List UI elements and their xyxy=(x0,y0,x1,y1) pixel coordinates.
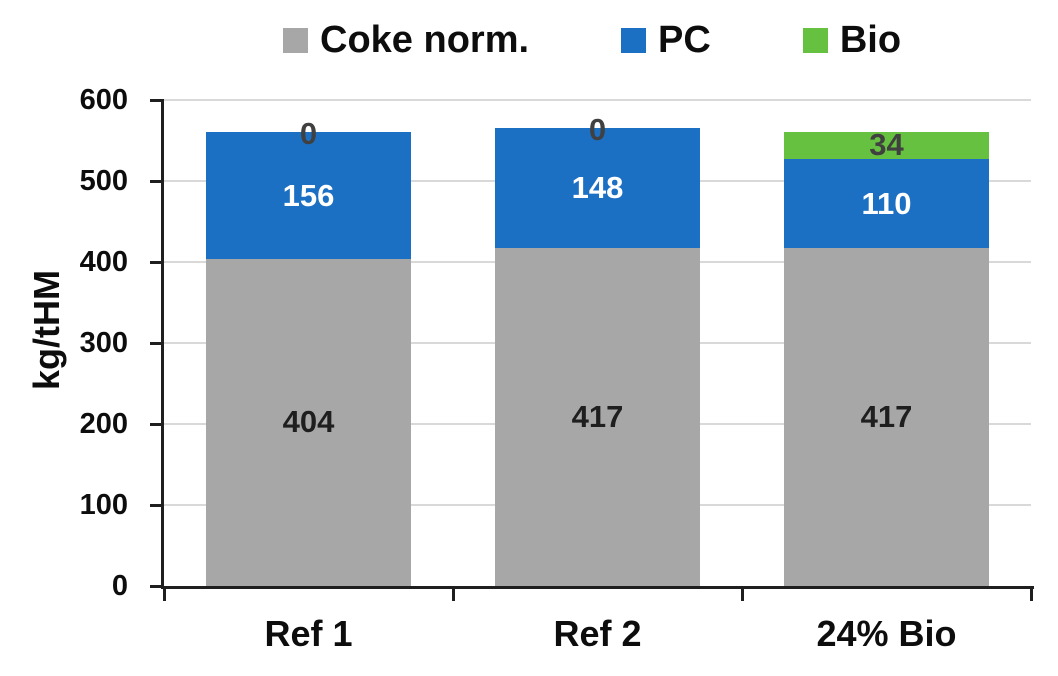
y-axis-tick-label: 200 xyxy=(79,408,128,440)
y-axis-tick-label: 300 xyxy=(79,327,128,359)
x-axis-tick xyxy=(162,586,166,601)
legend-label: Coke norm. xyxy=(320,19,530,61)
legend-label: Bio xyxy=(839,19,902,61)
bar-segment xyxy=(206,258,411,586)
legend-item: PC xyxy=(621,18,711,62)
bar-segment xyxy=(495,128,700,249)
gridline xyxy=(164,99,1031,101)
bar-value-label: 404 xyxy=(282,404,335,440)
bar-value-label: 110 xyxy=(861,185,912,221)
bar-segment xyxy=(206,132,411,259)
bar-segment xyxy=(784,159,989,249)
bar-value-label: 34 xyxy=(869,127,904,163)
y-axis-tick xyxy=(150,99,164,102)
y-axis-tick xyxy=(150,342,164,345)
x-axis-category-label: Ref 2 xyxy=(553,613,642,654)
x-axis-tick xyxy=(1029,586,1033,601)
bar-value-label-zero: 0 xyxy=(299,116,318,152)
legend-swatch-icon xyxy=(802,27,828,53)
legend-label: PC xyxy=(658,19,711,61)
y-axis-tick xyxy=(150,585,164,588)
legend-swatch-icon xyxy=(283,27,308,53)
legend-item: Coke norm. xyxy=(283,18,529,62)
bar-value-label: 148 xyxy=(571,170,624,206)
y-axis-tick-label: 0 xyxy=(111,570,128,602)
y-axis-tick xyxy=(150,261,164,264)
y-axis-tick xyxy=(150,180,164,183)
legend-item: Bio xyxy=(802,18,902,62)
y-axis-tick-label: 100 xyxy=(79,489,128,521)
bar-value-label: 417 xyxy=(571,399,624,435)
legend-swatch-icon xyxy=(621,27,647,53)
y-axis-tick xyxy=(150,423,164,426)
bar-value-label: 417 xyxy=(860,399,913,435)
bar-value-label: 156 xyxy=(282,177,335,213)
y-axis-tick-label: 500 xyxy=(79,165,128,197)
bar-value-label-zero: 0 xyxy=(588,112,607,148)
y-axis-tick-label: 600 xyxy=(79,84,128,116)
y-axis-tick xyxy=(150,504,164,507)
bar-segment xyxy=(495,248,700,586)
bar-segment xyxy=(784,131,989,160)
x-axis-category-label: Ref 1 xyxy=(264,613,353,654)
y-axis-line xyxy=(161,100,164,589)
x-axis-tick xyxy=(740,586,744,601)
x-axis-tick xyxy=(451,586,455,601)
bar-segment xyxy=(784,248,989,586)
chart-legend: Coke norm. PC Bio xyxy=(283,18,901,62)
x-axis-category-label: 24% Bio xyxy=(816,613,957,654)
x-axis-line xyxy=(161,586,1034,589)
y-axis-tick-label: 400 xyxy=(79,246,128,278)
